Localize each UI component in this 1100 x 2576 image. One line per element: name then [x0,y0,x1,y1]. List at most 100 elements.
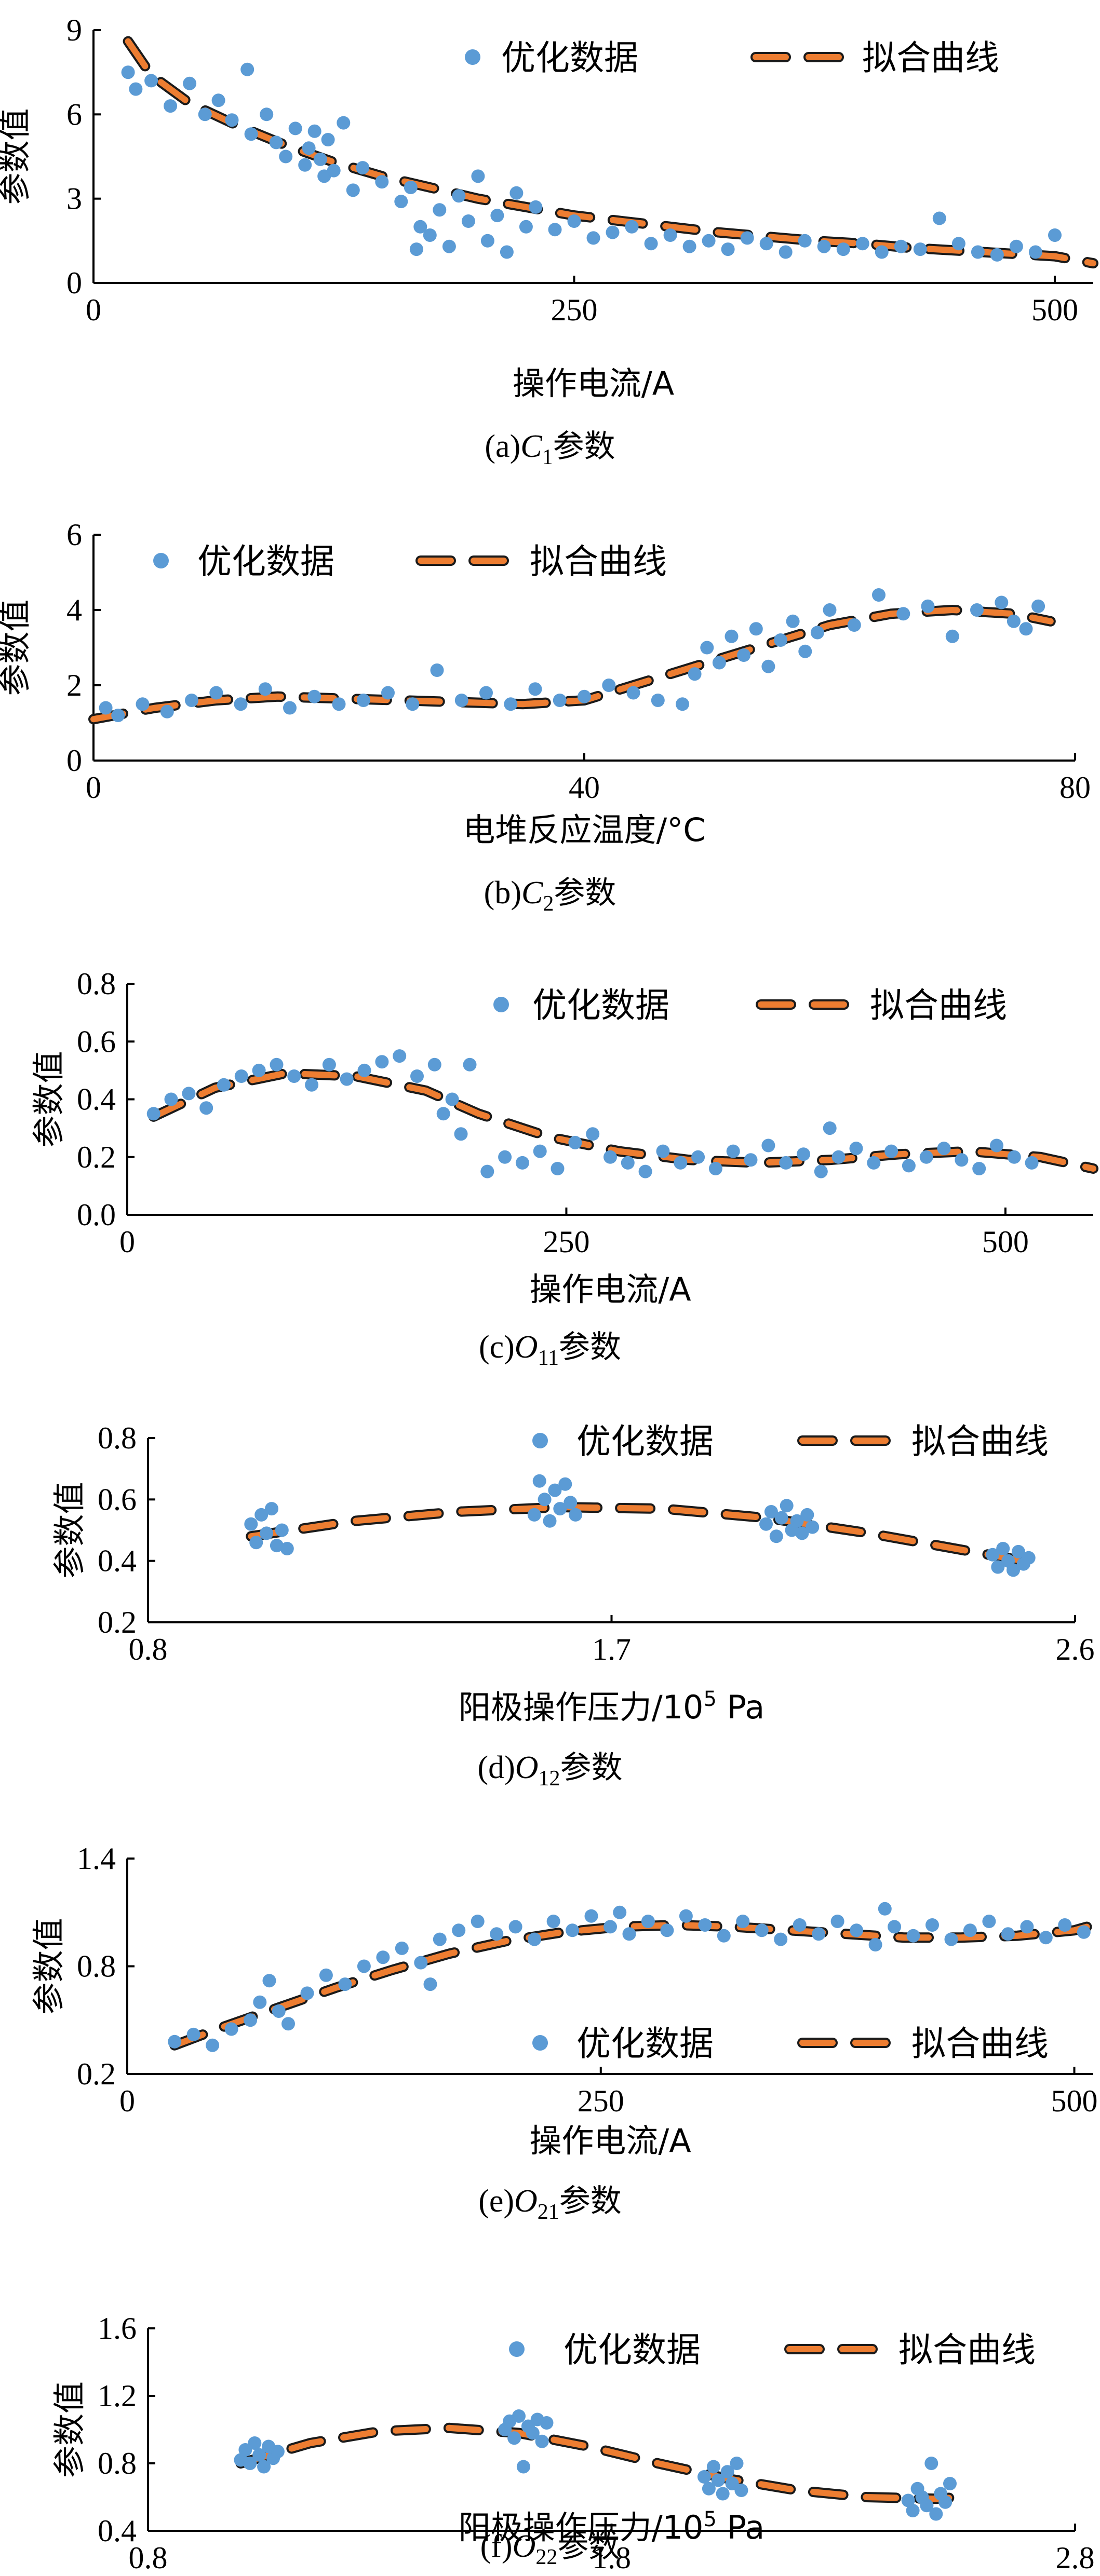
data-point [644,237,658,251]
data-point [896,607,910,621]
data-point [265,1502,278,1516]
data-point [305,1078,319,1092]
data-point [338,1977,352,1991]
y-tick-label: 0 [66,743,82,778]
y-tick-label: 0.6 [98,1482,137,1516]
data-point [445,1092,459,1106]
data-point [307,124,321,138]
data-point [795,1526,809,1540]
x-axis-label: 操作电流/A [529,1270,691,1308]
data-point [737,648,751,662]
data-point [951,237,965,251]
data-point [262,1974,276,1988]
data-point [340,1072,354,1086]
data-point [986,1548,1000,1562]
data-point [929,2507,943,2521]
data-point [1011,1544,1025,1558]
x-axis-label: 操作电流/A [529,2122,691,2160]
y-tick-label: 0.0 [77,1198,116,1232]
data-point [1007,1563,1020,1577]
data-point [337,116,351,130]
data-point [568,1135,582,1149]
data-point [786,614,800,628]
x-tick-label: 0 [119,2084,135,2118]
data-point [875,245,889,259]
data-point [586,231,600,245]
data-point [602,679,616,692]
caption-symbol: C [520,429,542,464]
data-point [225,113,239,127]
data-point [621,1156,635,1170]
data-point [283,701,297,715]
data-point [356,694,370,707]
data-point [272,2004,286,2018]
data-point [512,2409,526,2423]
panel-caption: (b)C2参数 [484,875,616,916]
data-point [454,1127,468,1141]
data-point [943,2477,957,2490]
data-point [849,1142,863,1156]
data-point [546,1915,560,1928]
data-point [527,1508,541,1522]
legend-points-label: 优化数据 [564,2330,701,2370]
fit-curve-outline [246,1502,1029,1566]
caption-subscript: 11 [538,1346,559,1370]
caption-subscript: 21 [538,2200,559,2224]
x-tick-label: 500 [1051,2084,1098,2118]
y-tick-label: 0.8 [77,967,116,1001]
y-tick-label: 0.8 [98,2446,137,2480]
x-tick-label: 1.8 [592,2541,631,2575]
y-tick-label: 1.6 [98,2311,137,2345]
data-point [516,2460,530,2474]
data-point [625,220,639,234]
data-point [806,1520,820,1534]
x-axis-label-sup: 5 [704,2507,717,2531]
data-point [217,1078,231,1092]
caption-prefix: (d) [477,1750,515,1785]
data-point [302,141,316,155]
data-point [831,1150,846,1164]
legend-fit-label: 拟合曲线 [530,541,667,581]
caption-suffix: 参数 [559,1329,621,1365]
data-point [708,1162,722,1175]
caption-prefix: (e) [478,2184,514,2219]
data-point [543,1514,557,1528]
data-point [375,1055,389,1069]
y-tick-label: 0.6 [77,1024,116,1059]
data-point [682,239,696,253]
data-point [211,93,225,107]
data-point [164,99,178,113]
data-point [1007,614,1021,628]
data-point [538,1493,552,1507]
legend-fit-label: 拟合曲线 [870,985,1007,1025]
y-tick-label: 0.2 [77,1140,116,1174]
data-point [528,1932,542,1946]
caption-subscript: 12 [539,1767,560,1791]
data-point [759,1517,773,1531]
caption-prefix: (f) [480,2529,513,2564]
data-point [814,1164,828,1178]
data-point [810,626,824,640]
y-tick-label: 0.8 [77,1949,116,1984]
data-point [906,1929,920,1943]
data-point [528,682,542,696]
data-point [651,694,665,707]
data-point [287,1069,301,1083]
panel-caption: (a)C1参数 [485,428,615,469]
data-point [529,200,543,214]
data-point [638,1164,652,1178]
data-point [199,1101,213,1115]
data-point [160,704,174,718]
data-point [584,1909,598,1923]
data-point [183,76,197,90]
data-point [971,245,985,259]
caption-subscript: 22 [535,2545,557,2569]
data-point [641,1915,655,1928]
data-point [830,1915,844,1928]
data-point [270,1057,284,1072]
data-point [234,1069,248,1083]
data-point [480,1164,494,1178]
data-point [413,220,427,234]
